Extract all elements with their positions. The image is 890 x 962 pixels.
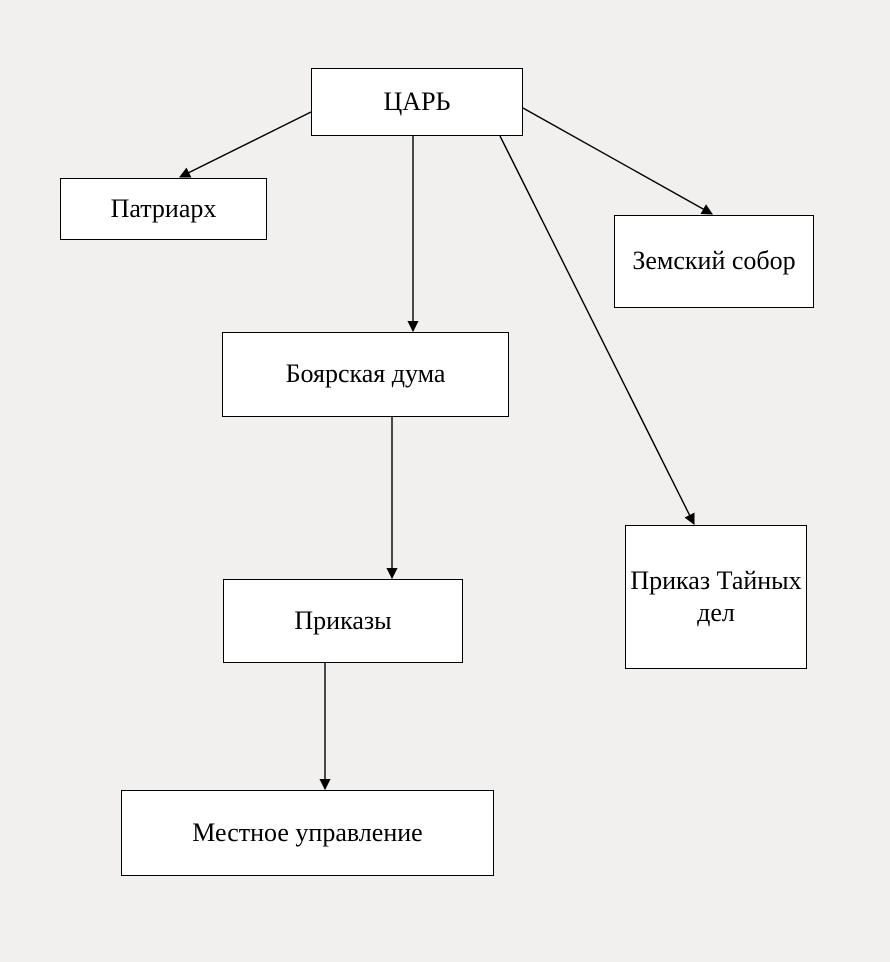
node-label: Приказ Тайных дел bbox=[630, 565, 802, 630]
node-tainykh: Приказ Тайных дел bbox=[625, 525, 807, 669]
edge-tsar-tainykh bbox=[500, 136, 694, 524]
node-mestnoe: Местное управление bbox=[121, 790, 494, 876]
edge-tsar-zemsky bbox=[523, 108, 712, 214]
node-label: Местное управление bbox=[192, 817, 422, 850]
node-boyar: Боярская дума bbox=[222, 332, 509, 417]
node-zemsky: Земский собор bbox=[614, 215, 814, 308]
node-label: ЦАРЬ bbox=[384, 86, 451, 119]
node-prikazy: Приказы bbox=[223, 579, 463, 663]
edge-tsar-patriarch bbox=[180, 112, 311, 177]
node-label: Боярская дума bbox=[286, 358, 446, 391]
diagram-canvas: ЦАРЬ Патриарх Земский собор Боярская дум… bbox=[0, 0, 890, 962]
node-label: Патриарх bbox=[111, 193, 217, 226]
node-label: Земский собор bbox=[632, 245, 795, 278]
node-patriarch: Патриарх bbox=[60, 178, 267, 240]
node-tsar: ЦАРЬ bbox=[311, 68, 523, 136]
node-label: Приказы bbox=[294, 605, 391, 638]
